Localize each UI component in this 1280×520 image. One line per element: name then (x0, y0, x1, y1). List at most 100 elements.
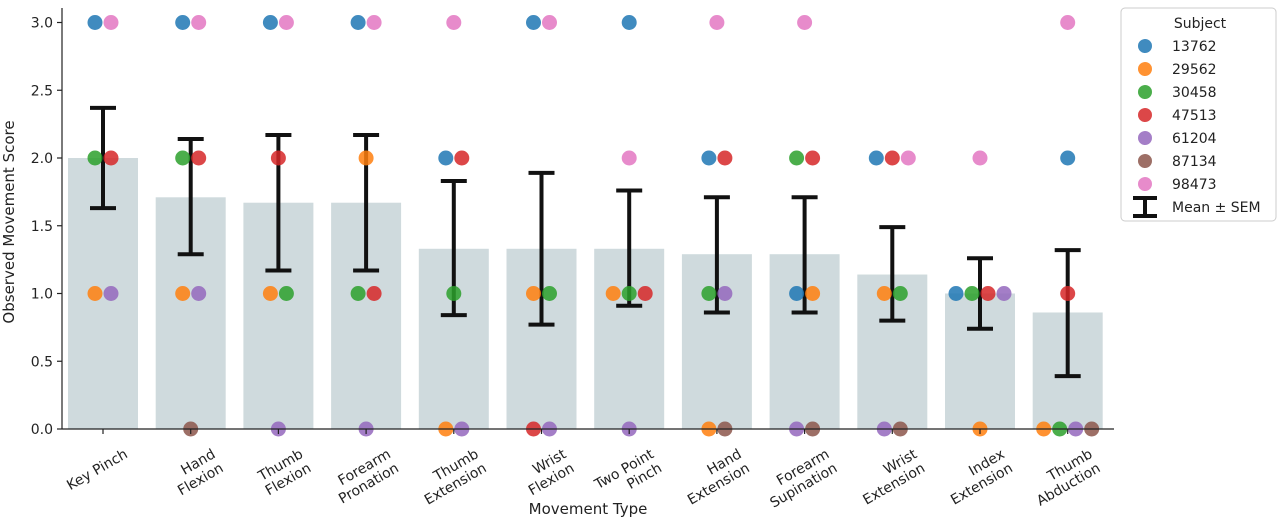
legend-label: 87134 (1172, 154, 1217, 170)
data-point (262, 286, 278, 301)
data-point (278, 286, 294, 301)
data-point (366, 15, 382, 30)
x-tick-label: HandFlexion (167, 446, 226, 499)
data-point (709, 15, 725, 30)
data-point (542, 286, 557, 301)
legend-items: 13762 29562 30458 47513 61204 87134 98473 Mean … (1133, 39, 1261, 218)
legend-label: 47513 (1172, 108, 1217, 124)
x-tick-label: ThumbExtension (414, 446, 490, 508)
data-point (876, 286, 892, 301)
data-point (868, 150, 884, 166)
data-point (175, 150, 191, 166)
data-point (270, 150, 286, 166)
data-point (526, 286, 541, 301)
data-point (701, 150, 717, 166)
data-point (446, 286, 462, 301)
data-point (191, 15, 207, 30)
y-tick-label: 3.0 (31, 16, 53, 32)
y-tick-label: 2.5 (31, 83, 53, 99)
y-tick-label: 2.0 (31, 151, 53, 167)
data-point (621, 15, 637, 30)
legend-frame (1120, 7, 1277, 222)
data-point (278, 15, 294, 30)
data-point (87, 15, 103, 30)
data-point (972, 150, 988, 166)
data-point (717, 286, 733, 301)
legend: Subject 13762 29562 30458 47513 61204 87134 98… (1120, 7, 1277, 222)
legend-label-mean-sem: Mean ± SEM (1172, 200, 1261, 216)
data-point (175, 286, 191, 301)
data-point (191, 286, 207, 301)
data-point (637, 286, 653, 301)
x-tick-label: HandExtension (677, 446, 753, 508)
legend-label: 98473 (1172, 177, 1217, 193)
bars-group (68, 158, 1103, 429)
data-point (191, 150, 207, 166)
x-tick-label: WristFlexion (518, 446, 578, 499)
x-tick-label: ThumbAbduction (1026, 446, 1103, 509)
data-point (948, 286, 964, 301)
x-tick-label: ForearmSupination (759, 446, 840, 511)
data-point (717, 150, 733, 166)
data-point (797, 15, 813, 30)
legend-marker (1138, 85, 1152, 99)
legend-label: 61204 (1172, 131, 1217, 147)
x-tick-label: Two PointPinch (591, 446, 665, 507)
x-tick-label-line: Key Pinch (64, 446, 130, 494)
legend-marker (1138, 131, 1152, 145)
legend-label: 29562 (1172, 62, 1217, 78)
data-point (621, 150, 637, 166)
data-point (87, 150, 103, 166)
data-point (789, 150, 805, 166)
y-ticks-group: 0.0 0.5 1.0 1.5 2.0 2.5 3.0 (31, 16, 62, 438)
y-tick-label: 0.0 (31, 422, 53, 438)
legend-marker (1138, 154, 1152, 168)
axes-group (61, 8, 1114, 430)
data-point (175, 15, 191, 30)
data-point (438, 150, 454, 166)
data-point (350, 15, 366, 30)
points-group (87, 15, 1100, 437)
legend-marker (1138, 108, 1152, 122)
data-point (526, 15, 541, 30)
x-tick-label: ForearmPronation (328, 446, 402, 507)
data-point (542, 15, 557, 30)
x-axis-title: Movement Type (529, 500, 648, 518)
data-point (892, 286, 908, 301)
data-point (964, 286, 980, 301)
data-point (1060, 15, 1076, 30)
data-point (701, 286, 717, 301)
data-point (884, 150, 900, 166)
y-tick-label: 1.0 (31, 287, 53, 303)
y-axis-title: Observed Movement Score (0, 120, 18, 323)
legend-marker (1138, 177, 1152, 191)
data-point (103, 150, 119, 166)
legend-title: Subject (1174, 16, 1227, 32)
legend-marker (1138, 62, 1152, 76)
x-tick-label: IndexExtension (940, 446, 1016, 508)
data-point (87, 286, 103, 301)
x-tick-label: Key Pinch (64, 446, 130, 494)
data-point (900, 150, 916, 166)
data-point (605, 286, 621, 301)
data-point (350, 286, 366, 301)
data-point (621, 286, 637, 301)
data-point (1060, 286, 1076, 301)
data-point (789, 286, 805, 301)
data-point (996, 286, 1012, 301)
data-point (1060, 150, 1076, 166)
data-point (262, 15, 278, 30)
data-point (454, 150, 470, 166)
legend-label: 30458 (1172, 85, 1217, 101)
y-tick-label: 1.5 (31, 219, 53, 235)
data-point (103, 286, 119, 301)
data-point (805, 150, 821, 166)
legend-label: 13762 (1172, 39, 1217, 55)
data-point (366, 286, 382, 301)
legend-marker (1138, 39, 1152, 53)
y-tick-label: 0.5 (31, 354, 53, 370)
data-point (805, 286, 821, 301)
data-point (103, 15, 119, 30)
error-bars-group (90, 105, 1081, 379)
